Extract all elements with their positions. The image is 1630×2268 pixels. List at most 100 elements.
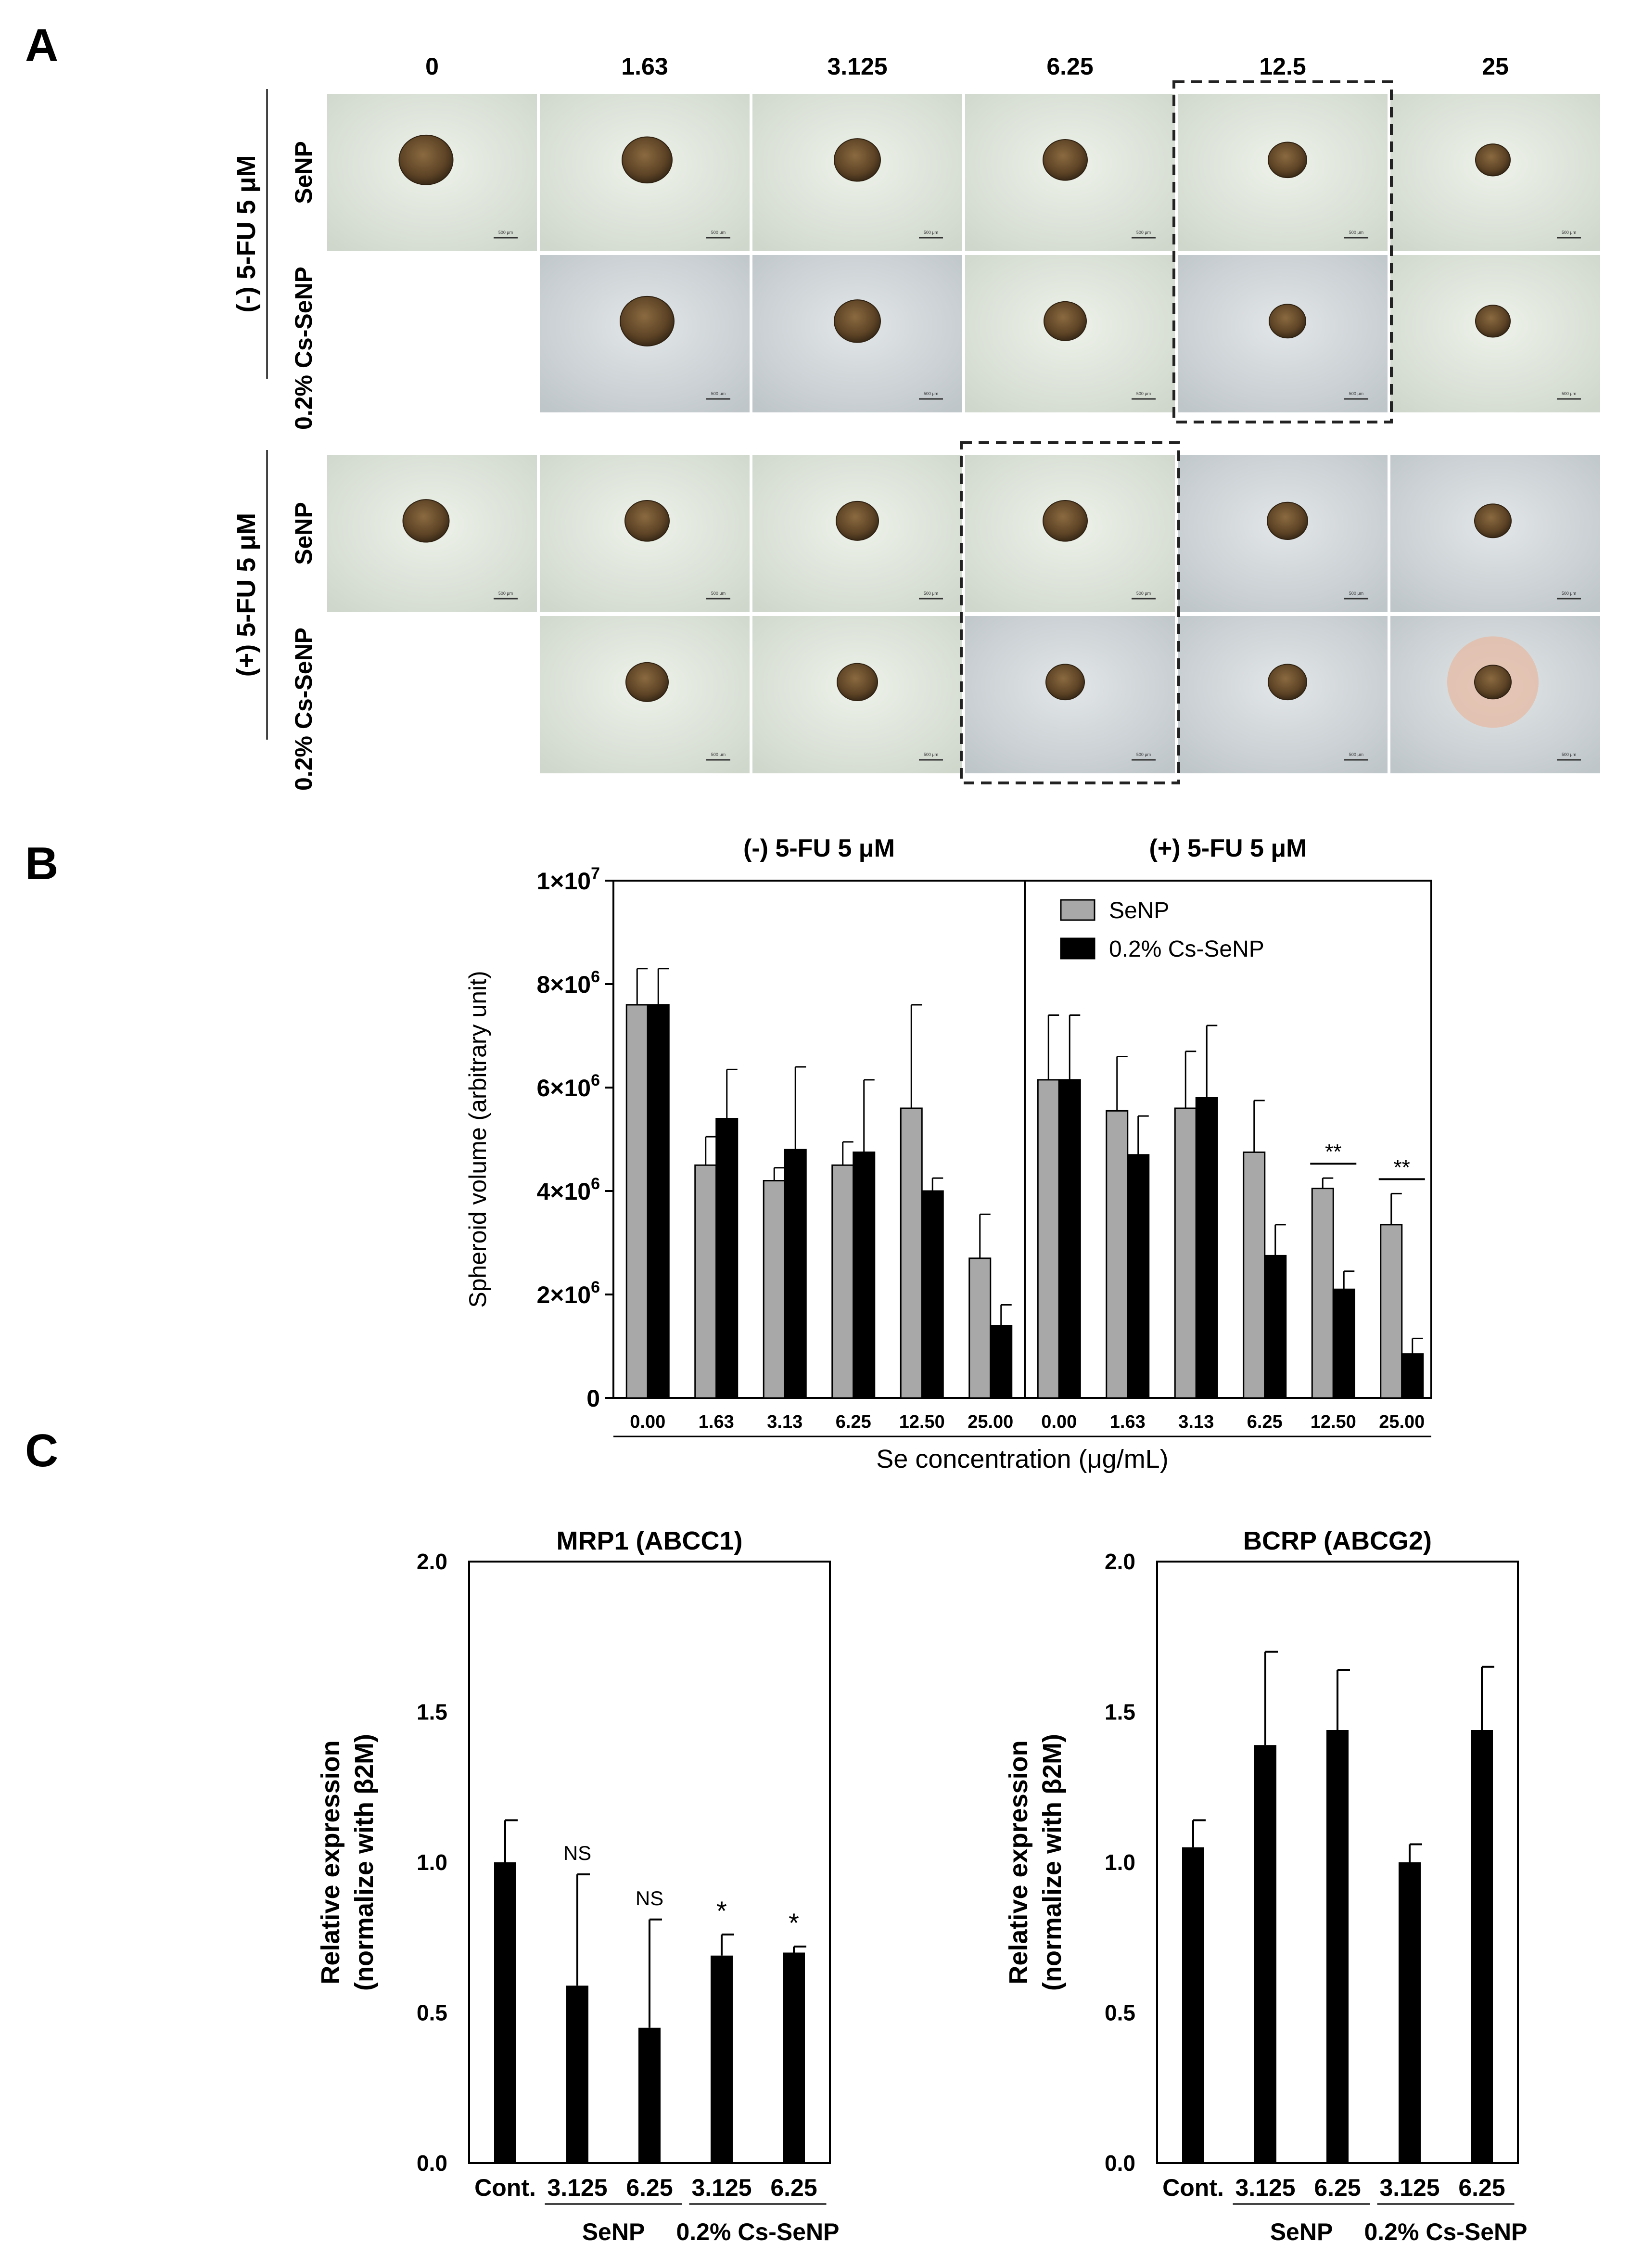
scale-bar-label: 500 μm bbox=[498, 230, 513, 235]
bar-0-2 bbox=[638, 2027, 661, 2163]
panel-letter-c: C bbox=[25, 1425, 59, 1476]
spheroid bbox=[402, 499, 450, 543]
bar-senp-g0-4 bbox=[900, 1107, 923, 1399]
bar-cs-senp-g0-3 bbox=[853, 1151, 876, 1399]
scale-bar-label: 500 μm bbox=[924, 391, 938, 396]
bar-cs-senp-g0-5 bbox=[990, 1325, 1013, 1399]
concentration-label-2: 3.125 bbox=[827, 53, 887, 80]
bar-cs-senp-g1-1 bbox=[1127, 1154, 1150, 1399]
scale-bar-label: 500 μm bbox=[1562, 230, 1576, 235]
spheroid bbox=[1474, 665, 1512, 700]
scale-bar-label: 500 μm bbox=[1562, 591, 1576, 596]
bar-senp-g0-1 bbox=[694, 1164, 717, 1399]
concentration-label-1: 1.63 bbox=[621, 53, 668, 80]
bar-1-4 bbox=[1471, 1730, 1493, 2163]
x-tick-label-g1-4: 12.50 bbox=[1311, 1412, 1356, 1432]
x-tick-label-g1-5: 25.00 bbox=[1379, 1412, 1425, 1432]
bar-cs-senp-g1-4 bbox=[1332, 1288, 1355, 1399]
scale-bar-label: 500 μm bbox=[1136, 752, 1151, 757]
spheroid bbox=[834, 138, 881, 182]
spheroid bbox=[1268, 664, 1307, 701]
group-title-1: (+) 5-FU 5 μM bbox=[1149, 834, 1307, 862]
y-tick-label-0-1: 0.5 bbox=[417, 2000, 447, 2025]
spheroid bbox=[1267, 501, 1308, 540]
bar-senp-g0-5 bbox=[968, 1257, 992, 1399]
y-tick-label-5: 1×107 bbox=[536, 864, 600, 895]
annotation-0-3: * bbox=[716, 1896, 727, 1926]
legend-swatch-0 bbox=[1060, 899, 1095, 921]
bar-senp-g1-1 bbox=[1106, 1110, 1129, 1399]
scale-bar-label: 500 μm bbox=[711, 752, 726, 757]
scale-bar-label: 500 μm bbox=[924, 752, 938, 757]
x-tick-label-g0-0: 0.00 bbox=[630, 1412, 665, 1432]
group-label-1-1: 0.2% Cs-SeNP bbox=[1364, 2218, 1527, 2245]
y-tick-label-1-0: 0.0 bbox=[1105, 2151, 1135, 2176]
x-tick-label-g0-5: 25.00 bbox=[968, 1412, 1013, 1432]
group-title-0: (-) 5-FU 5 μM bbox=[743, 834, 895, 862]
y-tick-label-1-2: 1.0 bbox=[1105, 1850, 1135, 1875]
x-tick-label-g1-0: 0.00 bbox=[1041, 1412, 1077, 1432]
group-label-0: (-) 5-FU 5 μM bbox=[232, 155, 261, 312]
row-label-2: SeNP bbox=[290, 502, 317, 565]
x-tick-label-1-2: 6.25 bbox=[1314, 2174, 1361, 2201]
spheroid bbox=[624, 500, 670, 542]
x-tick-label-0-2: 6.25 bbox=[626, 2174, 673, 2201]
row-label-0: SeNP bbox=[290, 141, 317, 204]
scale-bar-label: 500 μm bbox=[1349, 752, 1363, 757]
bar-cs-senp-g1-2 bbox=[1195, 1097, 1218, 1399]
concentration-label-3: 6.25 bbox=[1046, 53, 1093, 80]
spheroid bbox=[837, 663, 878, 701]
bar-1-3 bbox=[1399, 1862, 1421, 2163]
x-tick-label-1-1: 3.125 bbox=[1235, 2174, 1295, 2201]
x-tick-label-g0-1: 1.63 bbox=[699, 1412, 734, 1432]
spheroid bbox=[625, 662, 669, 702]
spheroid bbox=[398, 134, 454, 185]
bar-0-0 bbox=[494, 1862, 516, 2163]
annotation-0-4: * bbox=[789, 1908, 799, 1938]
scale-bar-label: 500 μm bbox=[498, 591, 513, 596]
group-label-0-1: 0.2% Cs-SeNP bbox=[676, 2218, 839, 2245]
spheroid bbox=[836, 500, 879, 541]
bar-0-3 bbox=[711, 1955, 733, 2163]
bar-cs-senp-g0-1 bbox=[715, 1118, 739, 1399]
spheroid bbox=[1045, 664, 1085, 701]
concentration-label-5: 25 bbox=[1482, 53, 1509, 80]
scale-bar-label: 500 μm bbox=[1136, 391, 1151, 396]
highlight-box-minus bbox=[1172, 80, 1393, 423]
spheroid bbox=[1043, 500, 1088, 542]
bar-1-1 bbox=[1254, 1745, 1276, 2163]
bar-cs-senp-g1-3 bbox=[1264, 1255, 1287, 1399]
scale-bar-label: 500 μm bbox=[1349, 591, 1363, 596]
x-tick-label-0-4: 6.25 bbox=[770, 2174, 817, 2201]
significance-mark-0: ** bbox=[1325, 1140, 1341, 1164]
scale-bar-label: 500 μm bbox=[924, 591, 938, 596]
spheroid bbox=[1269, 304, 1306, 339]
bar-cs-senp-g0-0 bbox=[647, 1004, 670, 1399]
y-axis-label: Spheroid volume (arbitrary unit) bbox=[464, 971, 491, 1307]
scale-bar-label: 500 μm bbox=[1349, 230, 1363, 235]
bar-cs-senp-g1-5 bbox=[1401, 1353, 1424, 1399]
y-axis-label-0-b: (normalize with β2M) bbox=[350, 1734, 379, 1991]
scale-bar-label: 500 μm bbox=[1136, 230, 1151, 235]
bar-0-1 bbox=[566, 1986, 588, 2163]
x-tick-label-1-0: Cont. bbox=[1162, 2174, 1224, 2201]
bar-0-4 bbox=[783, 1952, 805, 2163]
y-tick-label-0: 0 bbox=[586, 1385, 600, 1412]
legend-label-1: 0.2% Cs-SeNP bbox=[1109, 936, 1264, 962]
bar-cs-senp-g1-0 bbox=[1058, 1079, 1081, 1399]
concentration-label-0: 0 bbox=[425, 53, 439, 80]
chart-title-1: BCRP (ABCG2) bbox=[1243, 1526, 1432, 1555]
y-tick-label-1: 2×106 bbox=[536, 1278, 600, 1308]
x-tick-label-g1-1: 1.63 bbox=[1110, 1412, 1146, 1432]
legend-label-0: SeNP bbox=[1109, 898, 1169, 923]
group-label-1: (+) 5-FU 5 μM bbox=[232, 513, 261, 677]
scale-bar-label: 500 μm bbox=[711, 591, 726, 596]
annotation-0-1: NS bbox=[563, 1842, 591, 1864]
group-label-1-0: SeNP bbox=[1270, 2218, 1333, 2245]
bar-1-0 bbox=[1182, 1847, 1204, 2163]
y-tick-label-0-0: 0.0 bbox=[417, 2151, 447, 2176]
chart-title-0: MRP1 (ABCC1) bbox=[556, 1526, 742, 1555]
y-axis-label-1-b: (normalize with β2M) bbox=[1038, 1734, 1067, 1991]
bar-senp-g0-0 bbox=[625, 1004, 649, 1399]
y-tick-label-0-4: 2.0 bbox=[417, 1549, 447, 1574]
